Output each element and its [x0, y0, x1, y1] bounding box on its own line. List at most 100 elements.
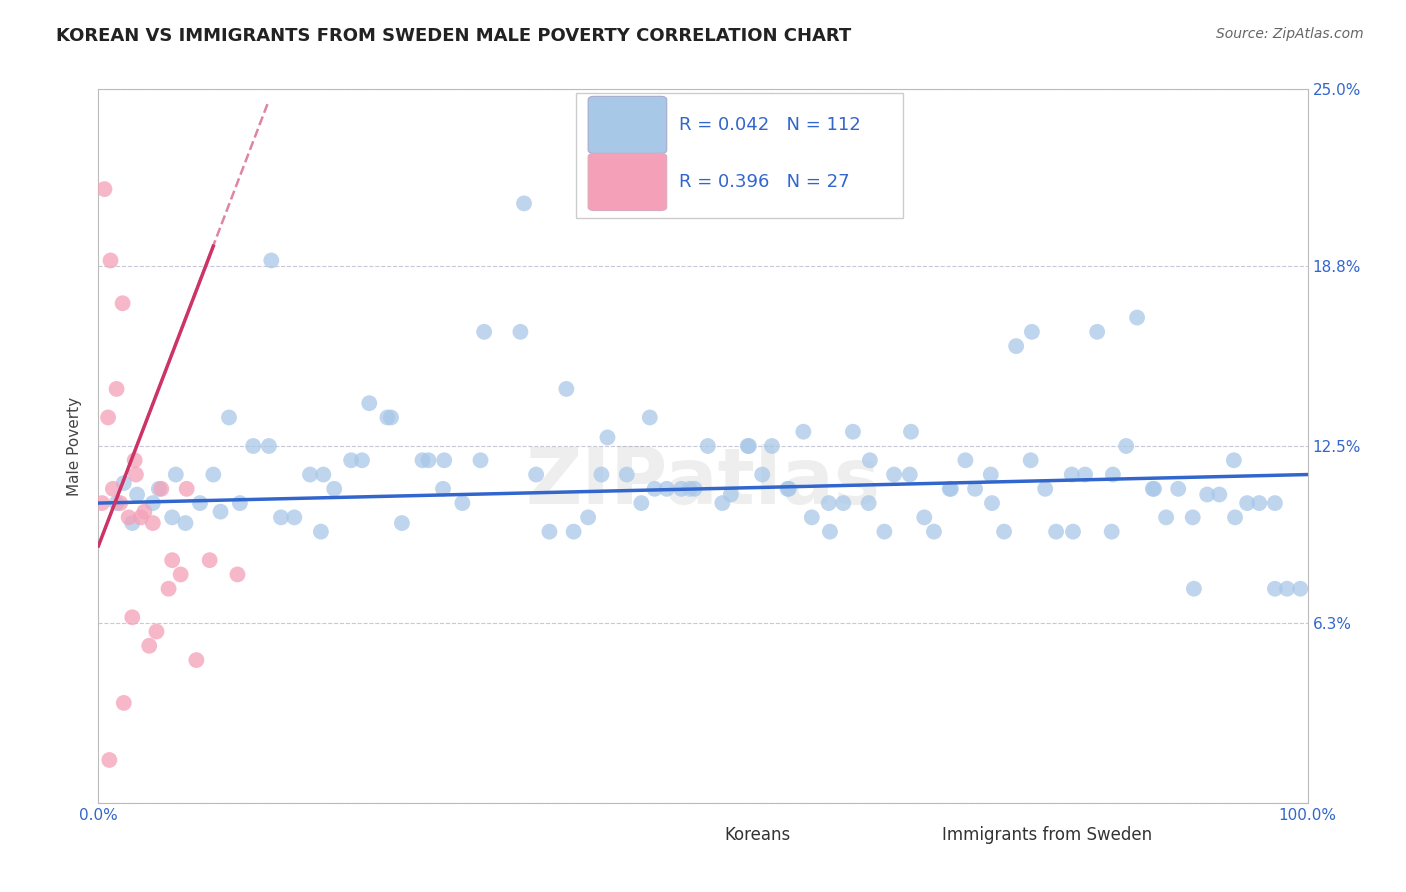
Point — [142, 516, 165, 530]
Text: Koreans: Koreans — [724, 826, 792, 844]
Point — [898, 467, 921, 482]
Point — [1264, 582, 1286, 596]
Point — [350, 453, 373, 467]
Point — [683, 482, 706, 496]
Text: ZIPatlas: ZIPatlas — [526, 443, 880, 520]
Point — [576, 510, 599, 524]
Point — [1249, 496, 1271, 510]
Point — [751, 467, 773, 482]
Point — [955, 453, 977, 467]
Point — [377, 410, 399, 425]
Point — [524, 467, 547, 482]
Point — [198, 553, 221, 567]
Point — [616, 467, 638, 482]
FancyBboxPatch shape — [576, 93, 903, 218]
Point — [1045, 524, 1067, 539]
Point — [1062, 524, 1084, 539]
Point — [817, 496, 839, 510]
Point — [1223, 453, 1246, 467]
Point — [202, 467, 225, 482]
Point — [101, 482, 124, 496]
Point — [121, 516, 143, 530]
Point — [711, 496, 734, 510]
FancyBboxPatch shape — [588, 96, 666, 153]
Point — [98, 753, 121, 767]
Point — [186, 653, 208, 667]
Point — [591, 467, 613, 482]
Point — [630, 496, 652, 510]
Point — [1126, 310, 1149, 325]
Point — [858, 496, 880, 510]
Point — [993, 524, 1015, 539]
Point — [157, 582, 180, 596]
Point — [93, 182, 115, 196]
Point — [105, 496, 128, 510]
Point — [638, 410, 661, 425]
FancyBboxPatch shape — [588, 153, 666, 211]
Point — [800, 510, 823, 524]
Point — [562, 524, 585, 539]
Point — [121, 610, 143, 624]
Point — [1143, 482, 1166, 496]
Point — [696, 439, 718, 453]
Point — [818, 524, 841, 539]
Point — [309, 524, 332, 539]
Point — [312, 467, 335, 482]
Point — [720, 487, 742, 501]
Point — [1019, 453, 1042, 467]
Point — [270, 510, 292, 524]
Point — [91, 496, 114, 510]
Point — [283, 510, 305, 524]
Point — [981, 496, 1004, 510]
Text: R = 0.042   N = 112: R = 0.042 N = 112 — [679, 116, 860, 134]
Point — [922, 524, 945, 539]
Point — [451, 496, 474, 510]
Point — [644, 482, 666, 496]
Point — [112, 476, 135, 491]
Point — [134, 505, 156, 519]
Point — [111, 296, 134, 310]
Point — [138, 639, 160, 653]
Point — [1074, 467, 1097, 482]
Point — [842, 425, 865, 439]
Point — [226, 567, 249, 582]
Point — [432, 482, 454, 496]
Text: R = 0.396   N = 27: R = 0.396 N = 27 — [679, 173, 849, 191]
Point — [939, 482, 962, 496]
Text: KOREAN VS IMMIGRANTS FROM SWEDEN MALE POVERTY CORRELATION CHART: KOREAN VS IMMIGRANTS FROM SWEDEN MALE PO… — [56, 27, 852, 45]
Point — [883, 467, 905, 482]
Point — [1208, 487, 1230, 501]
Point — [980, 467, 1002, 482]
Point — [1289, 582, 1312, 596]
Point — [1181, 510, 1204, 524]
Y-axis label: Male Poverty: Male Poverty — [67, 396, 83, 496]
Point — [125, 467, 148, 482]
Point — [1115, 439, 1137, 453]
Point — [124, 453, 146, 467]
Point — [1236, 496, 1258, 510]
Point — [912, 510, 935, 524]
Point — [433, 453, 456, 467]
Point — [1223, 510, 1246, 524]
Point — [737, 439, 759, 453]
Point — [257, 439, 280, 453]
Point — [671, 482, 693, 496]
Point — [129, 510, 152, 524]
Point — [738, 439, 761, 453]
Point — [100, 253, 122, 268]
Point — [1033, 482, 1056, 496]
Point — [938, 482, 960, 496]
Point — [1167, 482, 1189, 496]
Point — [832, 496, 855, 510]
Point — [513, 196, 536, 211]
Point — [1101, 524, 1123, 539]
Point — [97, 410, 120, 425]
Point — [148, 482, 170, 496]
Point — [418, 453, 440, 467]
Point — [792, 425, 814, 439]
Point — [965, 482, 987, 496]
Point — [1021, 325, 1043, 339]
Point — [118, 510, 141, 524]
Point — [761, 439, 783, 453]
Point — [188, 496, 211, 510]
